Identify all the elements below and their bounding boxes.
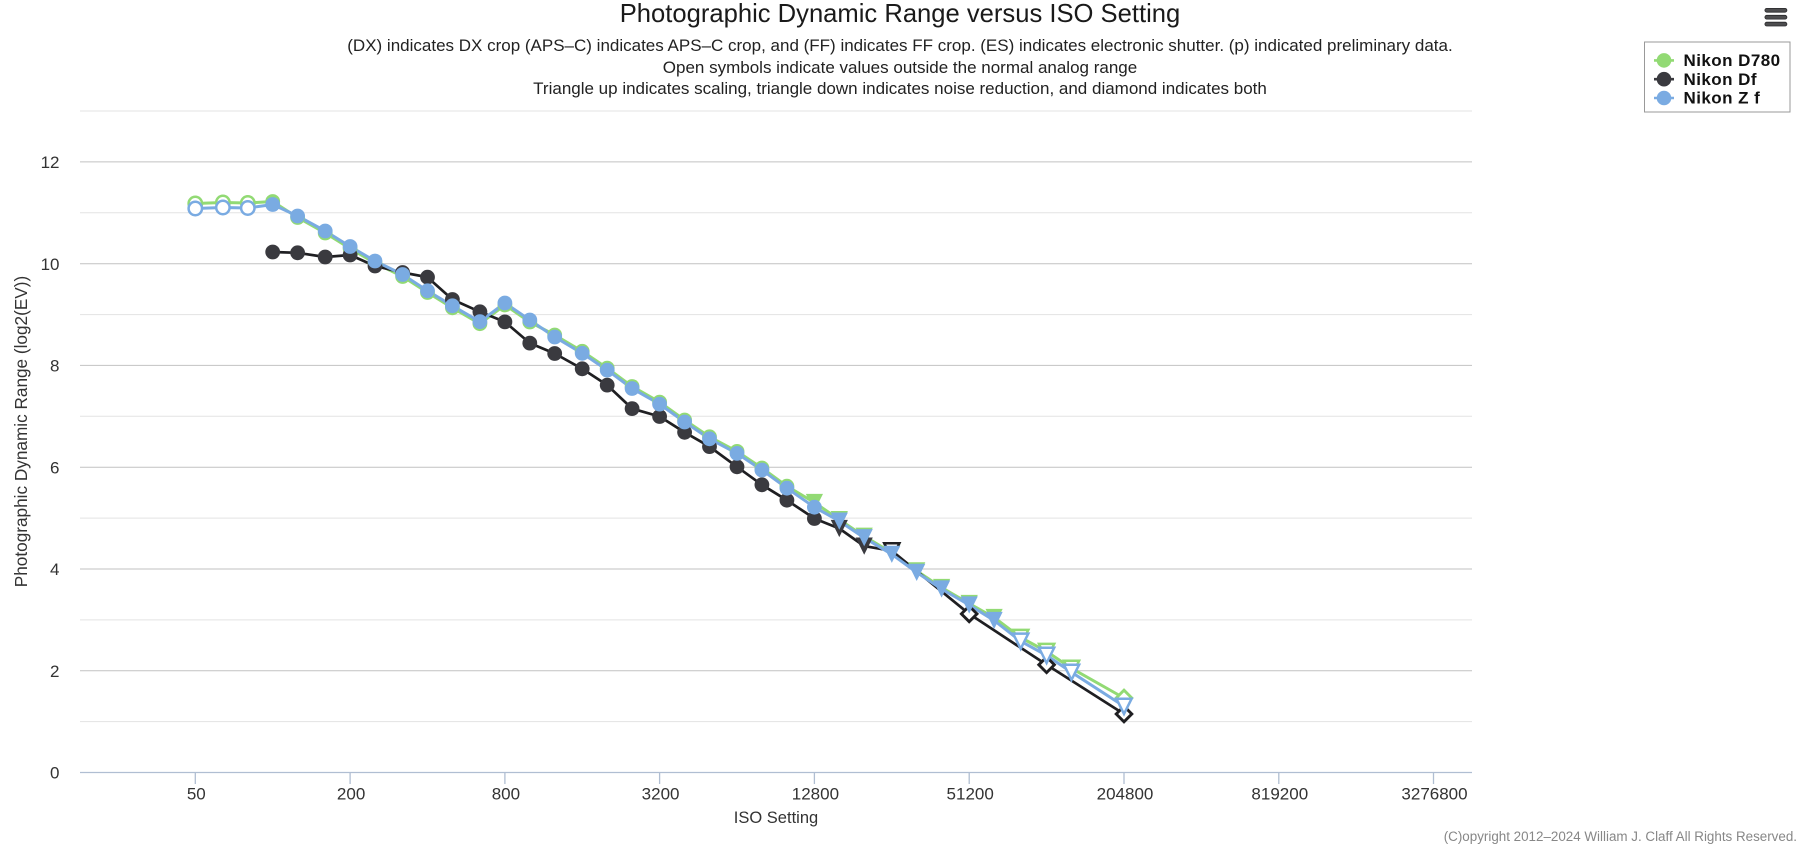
svg-text:Nikon Df: Nikon Df bbox=[1684, 70, 1757, 89]
svg-text:(C)opyright 2012–2024 William: (C)opyright 2012–2024 William J. Claff A… bbox=[1444, 829, 1797, 844]
svg-text:6: 6 bbox=[50, 458, 59, 477]
svg-text:3200: 3200 bbox=[642, 785, 680, 804]
svg-text:12800: 12800 bbox=[792, 785, 839, 804]
svg-text:Nikon Z f: Nikon Z f bbox=[1684, 89, 1761, 108]
svg-text:819200: 819200 bbox=[1251, 785, 1308, 804]
svg-text:8: 8 bbox=[50, 357, 59, 376]
svg-text:204800: 204800 bbox=[1097, 785, 1154, 804]
svg-text:3276800: 3276800 bbox=[1401, 785, 1467, 804]
svg-text:ISO Setting: ISO Setting bbox=[734, 809, 818, 827]
svg-text:200: 200 bbox=[337, 785, 365, 804]
svg-text:0: 0 bbox=[50, 764, 59, 783]
svg-text:50: 50 bbox=[187, 785, 206, 804]
svg-text:4: 4 bbox=[50, 560, 59, 579]
svg-text:2: 2 bbox=[50, 662, 59, 681]
svg-text:Nikon D780: Nikon D780 bbox=[1684, 51, 1781, 70]
svg-text:12: 12 bbox=[41, 153, 60, 172]
svg-text:10: 10 bbox=[41, 255, 60, 274]
svg-text:800: 800 bbox=[492, 785, 520, 804]
svg-text:Photographic Dynamic Range (lo: Photographic Dynamic Range (log2(EV)) bbox=[11, 276, 31, 587]
svg-text:51200: 51200 bbox=[947, 785, 994, 804]
